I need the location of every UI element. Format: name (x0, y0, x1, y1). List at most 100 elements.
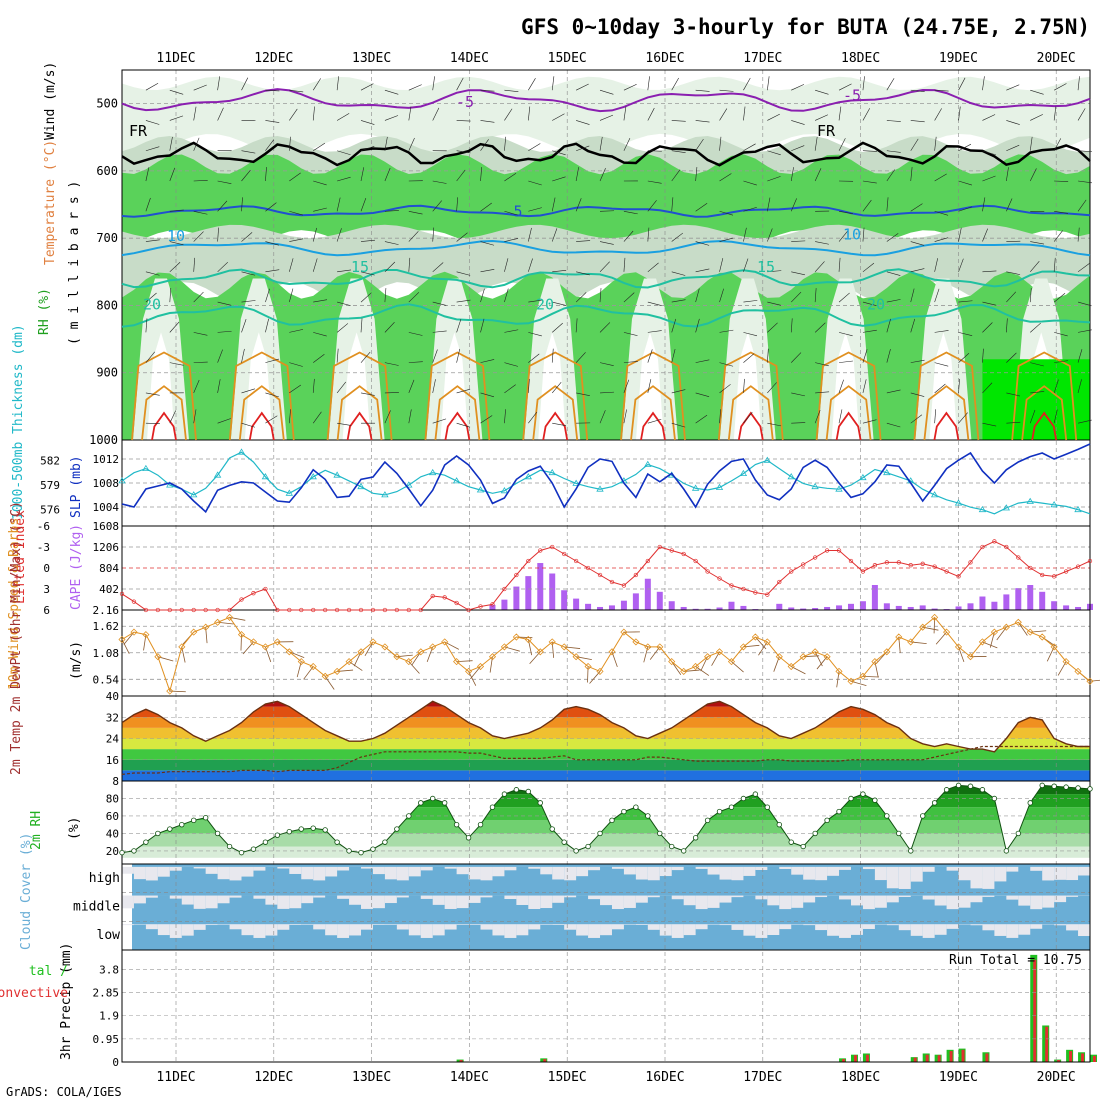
upper-wind-barb (695, 138, 704, 151)
cloud-gap-cell (576, 924, 589, 936)
rh2m-marker (561, 839, 567, 845)
upper-wind-barb (360, 167, 365, 182)
lifted-index-marker (263, 586, 268, 592)
thickness-marker (596, 485, 604, 492)
upper-wind-barb (910, 288, 915, 303)
upper-wind-barb (289, 288, 294, 303)
rh2m-marker (167, 826, 173, 832)
upper-wind-barb (815, 391, 830, 394)
upper-wind-barb (599, 241, 614, 245)
temperature-contour-20 (121, 303, 1091, 328)
rh2m-marker (489, 804, 496, 810)
upper-wind-barb (456, 388, 471, 394)
upper-wind-barb (695, 288, 700, 303)
temp-color-band (122, 759, 1090, 771)
cloud-gap-cell (803, 895, 816, 903)
lifted-index-marker (741, 586, 746, 592)
cloud-gap-cell (313, 924, 326, 930)
upper-wind-barb (838, 106, 842, 121)
upper-wind-barb (886, 299, 901, 303)
lifted-index-marker (562, 551, 567, 557)
rh-color-band (122, 794, 1090, 808)
rh-dry-core (147, 332, 175, 440)
upper-wind-barb (767, 322, 778, 333)
upper-wind-barb (432, 379, 436, 393)
upper-wind-barb (982, 422, 997, 427)
cape-bar (656, 591, 663, 610)
upper-wind-barb (432, 107, 440, 121)
upper-wind-barb (1029, 168, 1037, 182)
upper-wind-barb (384, 261, 396, 273)
thickness-marker (452, 477, 461, 484)
cloud-gap-cell (600, 895, 612, 906)
upper-wind-barb (743, 258, 749, 272)
rh2m-marker (872, 797, 878, 803)
upper-wind-barb (289, 238, 304, 242)
upper-wind-barb (504, 409, 506, 424)
upper-wind-barb (862, 379, 867, 393)
cloud-gap-cell (719, 924, 732, 926)
cloud-gap-cell (731, 924, 744, 930)
wind-speed-marker (859, 672, 867, 680)
thickness-marker (859, 473, 867, 481)
upper-wind-barb (1077, 301, 1092, 307)
cloud-gap-cell (384, 895, 397, 904)
upper-wind-barb (1077, 329, 1092, 333)
thickness-marker (118, 477, 126, 484)
upper-wind-barb (1077, 108, 1086, 121)
upper-wind-barb (528, 78, 536, 91)
rh-dry-core (244, 332, 273, 440)
lifted-index-marker (1004, 544, 1009, 550)
wind-speed-marker (644, 643, 652, 651)
wind-barb (1057, 661, 1067, 676)
upper-wind-barb (432, 330, 447, 333)
upper-wind-barb (432, 227, 435, 242)
rh2m-marker (179, 821, 185, 828)
cloud-gap-cell (289, 866, 302, 874)
cloud-gap-cell (193, 924, 206, 930)
temperature-contour-5 (121, 204, 1091, 218)
cloud-gap-cell (611, 924, 624, 930)
upper-wind-barb (599, 322, 611, 333)
upper-wind-barb (647, 227, 650, 242)
upper-wind-barb (886, 389, 901, 394)
upper-wind-barb (193, 84, 207, 91)
upper-wind-barb (1030, 114, 1043, 121)
cloud-gap-cell (217, 924, 230, 925)
lifted-index-marker (191, 607, 196, 613)
upper-wind-barb (647, 301, 662, 306)
cloud-gap-cell (1030, 895, 1043, 910)
upper-wind-barb (791, 84, 805, 91)
fill-layer (122, 76, 1097, 1062)
rh2m-marker (525, 788, 532, 795)
warm-temperature-contour (248, 411, 275, 441)
thickness-marker (763, 456, 772, 463)
upper-wind-barb (384, 210, 399, 212)
wind-speed-marker (907, 638, 915, 646)
rh2m-marker (250, 846, 257, 852)
upper-wind-barb (671, 271, 686, 276)
cloud-gap-cell (349, 895, 362, 905)
wind-barb (411, 651, 422, 666)
rh-dry-core (831, 332, 860, 440)
cloud-gap-cell (803, 924, 816, 926)
rh2m-marker (1075, 785, 1081, 791)
upper-wind-barb (217, 76, 220, 91)
upper-wind-barb (599, 288, 602, 303)
upper-wind-barb (217, 227, 219, 242)
upper-wind-barb (910, 414, 923, 424)
upper-wind-barb (576, 271, 590, 276)
lifted-index-marker (956, 574, 961, 579)
temperature-axis-label: Temperature (°C) (43, 140, 58, 265)
upper-wind-barb (862, 150, 877, 152)
upper-wind-barb (934, 330, 949, 333)
lifted-index-marker (1051, 574, 1057, 579)
upper-wind-barb (432, 301, 447, 306)
upper-wind-barb (934, 237, 949, 242)
thickness-marker (835, 485, 843, 492)
cape-bar (859, 601, 866, 610)
wind-speed-marker (966, 653, 975, 661)
cloud-gap-cell (815, 924, 828, 931)
upper-wind-barb (767, 76, 770, 91)
contour-label: 5 (513, 203, 522, 221)
